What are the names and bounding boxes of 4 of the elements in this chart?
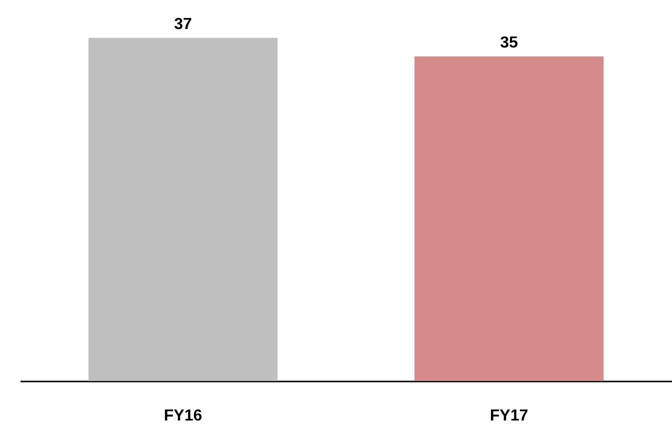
- x-tick-label: FY17: [490, 408, 528, 424]
- data-label: 35: [500, 34, 518, 52]
- data-label: 37: [174, 16, 192, 33]
- x-tick-label: FY16: [164, 408, 202, 424]
